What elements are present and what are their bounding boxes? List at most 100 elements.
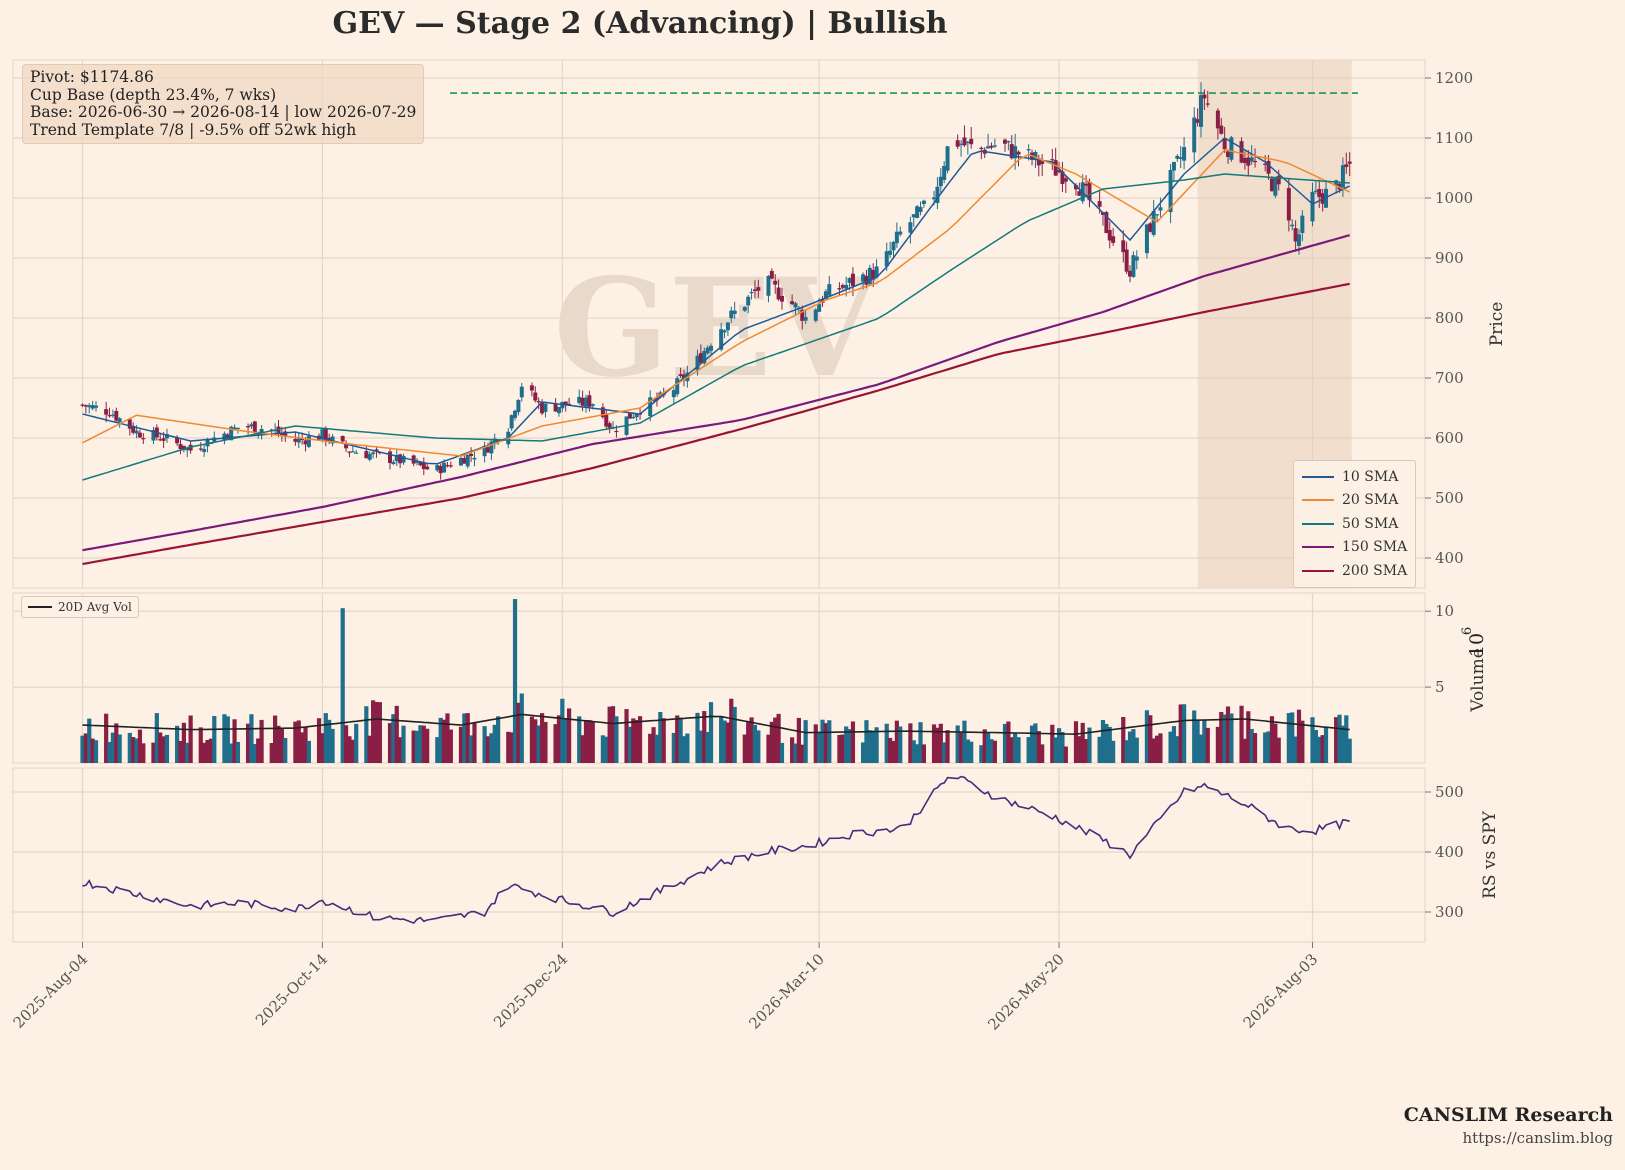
volume-bar [1124,740,1129,763]
volume-bar [813,724,818,763]
volume-bar [306,740,312,763]
candle-body [631,416,636,419]
volume-bar [1060,732,1065,763]
candle-body [485,447,490,453]
volume-bar [158,732,163,763]
candle-body [556,406,561,414]
candle-body [107,415,112,417]
volume-bar [1104,723,1109,763]
volume-bar [864,720,869,763]
volume-bar [1033,723,1038,763]
legend-item: 20 SMA [1302,489,1407,513]
candle-body [918,207,923,212]
candle-body [435,465,440,471]
volume-bar [232,719,237,763]
volume-bar [273,715,278,763]
volume-bar [1056,728,1062,763]
volume-bar [1263,732,1268,763]
volume-bar [185,742,190,763]
volume-bar [989,739,994,763]
volume-bar [891,740,896,763]
candle-body [1040,161,1045,164]
volume-bar [1097,736,1102,763]
volume-bar [654,734,660,763]
volume-bar [1111,740,1116,763]
base-type-label: Cup Base (depth 23.4%, 7 wks) [30,85,277,104]
volume-bar [435,737,440,763]
rs-tick-label: 400 [1435,843,1464,861]
candle-body [942,165,947,180]
volume-bar [1006,721,1011,763]
candle-body [725,322,730,331]
volume-bar [1205,727,1210,763]
candle-body [847,278,852,283]
branding: CANSLIM Research https://canslim.blog [1404,1104,1613,1147]
candle-body [1026,149,1031,151]
volume-bar [1107,726,1112,763]
candle-body [259,429,264,433]
candle-body [921,200,926,205]
volume-bar [685,733,690,763]
candle-body [827,284,832,296]
volume-bar [1266,731,1271,763]
candle-body [607,423,612,428]
volume-bar [955,725,960,763]
volume-bar [705,732,710,763]
candle-body [1205,103,1210,105]
volume-bar [151,742,156,763]
volume-bar [752,724,758,763]
volume-bar [1334,717,1339,763]
candle-body [458,457,463,466]
candle-body [300,438,305,440]
candle-body [225,434,230,438]
volume-bar [509,732,514,763]
volume-bar [1198,734,1204,763]
candle-body [354,452,359,454]
volume-bar [884,723,889,763]
volume-unit-label: 10 [1466,633,1488,657]
volume-bar [911,740,916,763]
volume-bar [732,706,737,763]
volume-bar [387,723,393,763]
volume-bar [1080,722,1085,763]
volume-bar [276,725,281,763]
volume-bar [651,727,656,763]
candle-body [1060,171,1065,184]
candle-body [519,386,524,398]
volume-bar [847,729,852,763]
volume-bar [188,715,193,763]
candle-body [1171,161,1176,171]
volume-bar [580,735,585,763]
volume-bar [1215,726,1220,763]
candle-body [158,439,163,441]
candle-body [465,454,470,467]
candle-body [151,429,156,441]
volume-bar [965,739,970,763]
candle-body [908,222,913,233]
volume-bar [1181,704,1187,763]
candle-body [1222,137,1227,150]
volume-bar [931,724,937,763]
volume-bar [1317,736,1322,763]
candle-body [175,437,180,444]
volume-bar [465,713,470,763]
candle-body [104,409,109,415]
candle-body [932,197,937,200]
candle-body [425,466,430,470]
candle-body [1215,110,1220,129]
volume-bar [773,717,778,763]
candle-body [749,291,754,294]
sma-legend: 10 SMA 20 SMA 50 SMA 150 SMA 200 SMA [1293,460,1417,588]
x-tick-label: 2026-May-20 [984,950,1068,1034]
volume-bar [583,720,589,763]
candle-body [141,438,146,440]
volume-bar [894,720,899,763]
volume-bar [175,725,180,763]
candle-body [1097,201,1102,207]
volume-bar [1192,710,1197,763]
pivot-label: Pivot: $1174.86 [30,68,154,86]
volume-bar [1009,737,1014,763]
volume-bar [137,729,143,763]
volume-bar [1340,725,1346,763]
candle-body [813,309,818,321]
